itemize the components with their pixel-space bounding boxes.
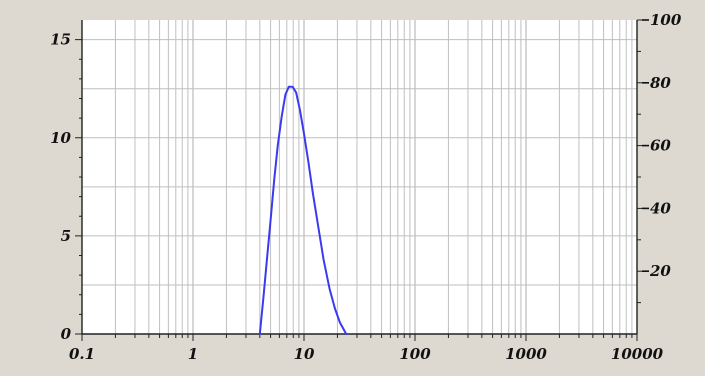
y2-tick-label: 20 (649, 262, 671, 280)
series-point (269, 219, 272, 221)
series-point (303, 133, 305, 135)
x-tick-label: 0.1 (69, 345, 95, 363)
series-point (273, 178, 275, 180)
plot-area (82, 20, 637, 334)
x-tick-label: 100 (399, 345, 431, 363)
series-point (288, 86, 290, 88)
series-point (317, 227, 320, 229)
series-layer (258, 85, 348, 335)
series-point (299, 109, 301, 111)
series-point (284, 93, 287, 96)
series-point (292, 86, 294, 88)
axes (75, 19, 644, 341)
series-point (281, 115, 283, 117)
series-point (307, 162, 310, 164)
y2-tick-label: 40 (650, 199, 671, 217)
y-tick-label: 15 (50, 31, 71, 49)
y2-tick-label: 80 (650, 74, 671, 92)
x-tick-label: 1 (188, 345, 198, 363)
series-point (345, 333, 347, 335)
series-point (259, 333, 261, 335)
series-point (312, 192, 314, 194)
series-point (339, 321, 341, 323)
series-point (295, 92, 297, 94)
y-tick-label: 0 (61, 325, 72, 343)
tick-labels: 0.1 1 10 100 1000 10000 0 5 10 15 20 40 60 80 100 (50, 11, 682, 363)
y-tick-label: 5 (61, 227, 71, 245)
x-tick-label: 1000 (505, 345, 547, 363)
x-tick-label: 10 (294, 345, 315, 363)
series-point (262, 298, 264, 300)
series-point (265, 262, 268, 264)
x-tick-label: 10000 (611, 345, 664, 363)
series-point (334, 307, 336, 310)
y2-tick-label: 60 (650, 137, 671, 155)
series-point (277, 145, 279, 147)
y-tick-label: 10 (50, 129, 71, 147)
series-point (322, 258, 325, 261)
grid-lines (82, 20, 637, 334)
series-point (328, 288, 331, 290)
y2-tick-label: 100 (650, 11, 682, 29)
